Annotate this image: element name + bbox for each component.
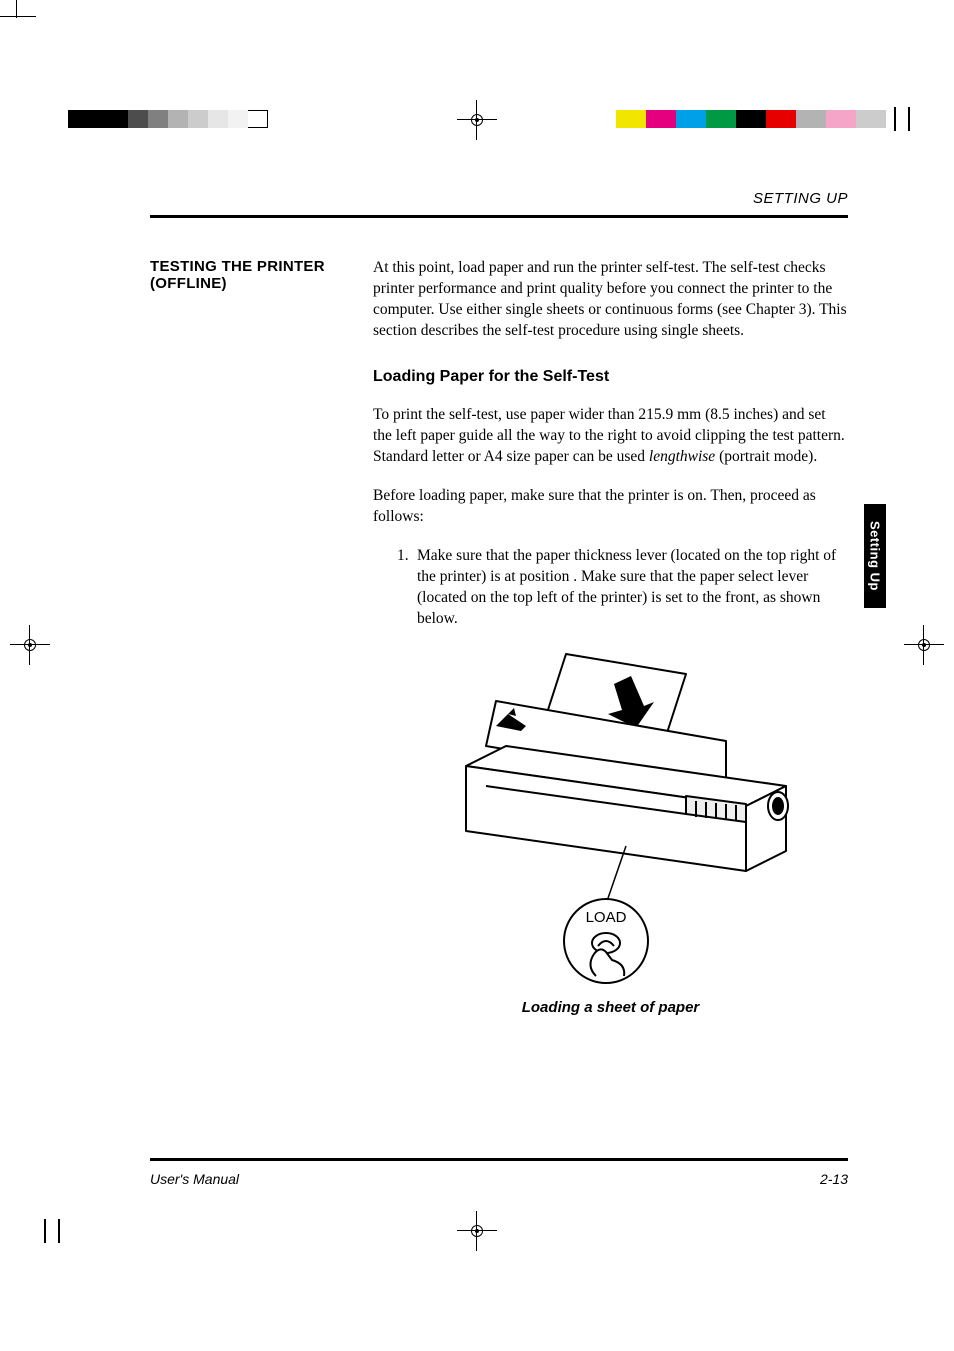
intro-paragraph: At this point, load paper and run the pr… [373, 258, 848, 342]
figure-caption: Loading a sheet of paper [373, 998, 848, 1018]
subheading: Loading Paper for the Self-Test [373, 366, 848, 388]
step-1: 1. Make sure that the paper thickness le… [397, 546, 848, 630]
section-title-line2: (OFFLINE) [150, 275, 345, 292]
grayscale-colorbar [68, 110, 268, 128]
registration-mark-bottom [457, 1211, 497, 1251]
side-tab: Setting Up [864, 504, 886, 608]
printer-illustration: LOAD Loading a sheet of paper [373, 646, 848, 1018]
footer-right: 2-13 [820, 1171, 848, 1187]
page-footer: User's Manual 2-13 [150, 1171, 848, 1187]
crop-marks-right [894, 107, 922, 131]
footer-left: User's Manual [150, 1171, 239, 1187]
process-colorbar [616, 110, 886, 128]
footer-rule [150, 1158, 848, 1161]
paragraph-3: Before loading paper, make sure that the… [373, 486, 848, 528]
registration-mark-top [457, 100, 497, 140]
crop-marks-left-bottom [32, 1219, 60, 1243]
registration-mark-right [904, 625, 944, 665]
paragraph-2: To print the self-test, use paper wider … [373, 405, 848, 468]
section-title-line1: TESTING THE PRINTER [150, 258, 345, 275]
page-content: SETTING UP TESTING THE PRINTER (OFFLINE)… [150, 190, 848, 1151]
header-rule [150, 215, 848, 218]
registration-mark-left [10, 625, 50, 665]
load-label: LOAD [585, 909, 626, 926]
running-head: SETTING UP [150, 190, 848, 207]
